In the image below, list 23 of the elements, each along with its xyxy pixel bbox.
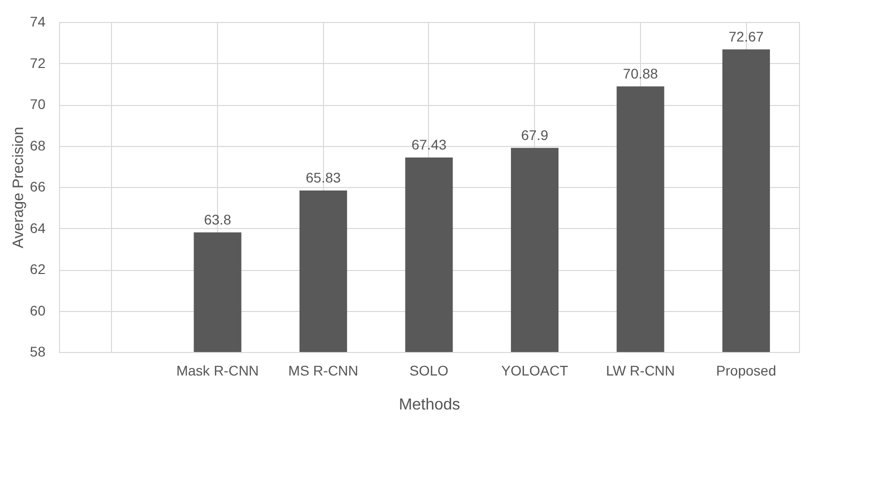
x-axis-title: Methods — [398, 396, 460, 414]
data-label: 67.43 — [411, 136, 447, 153]
x-tick-label: LW R-CNN — [606, 362, 675, 378]
y-axis-title: Average Precision — [10, 126, 27, 248]
y-tick-label: 62 — [30, 261, 46, 277]
y-tick-label: 66 — [30, 178, 46, 194]
x-tick-label: Mask R-CNN — [176, 362, 259, 378]
x-tick-label: MS R-CNN — [288, 362, 358, 378]
y-tick-label: 68 — [30, 137, 46, 154]
y-tick-label: 64 — [30, 220, 46, 236]
data-label: 70.88 — [622, 65, 658, 82]
data-label: 65.83 — [306, 170, 342, 186]
y-tick-label: 74 — [30, 14, 46, 30]
y-tick-label: 70 — [30, 96, 46, 112]
y-tick-label: 60 — [30, 302, 46, 318]
x-tick-label: SOLO — [410, 362, 449, 378]
data-label: 67.9 — [521, 126, 549, 143]
data-label: 63.8 — [204, 211, 232, 228]
x-tick-label: YOLOACT — [501, 362, 569, 378]
y-tick-label: 58 — [30, 344, 46, 360]
y-tick-label: 72 — [30, 54, 46, 71]
data-label: 72.67 — [728, 28, 764, 44]
x-tick-label: Proposed — [716, 362, 776, 378]
